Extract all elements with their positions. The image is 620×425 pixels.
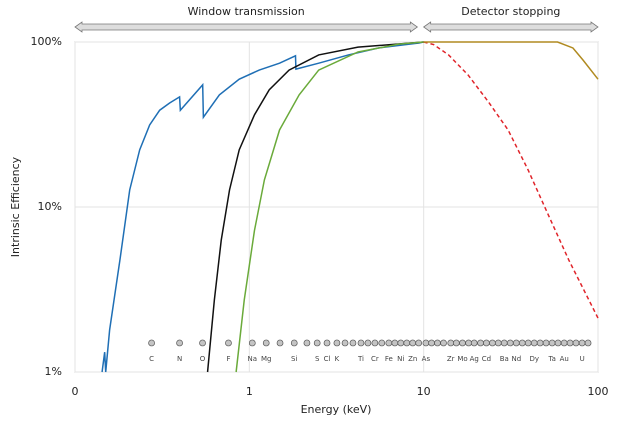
element-marker — [397, 339, 405, 347]
element-label: Si — [291, 355, 297, 363]
series-line — [206, 41, 424, 373]
element-marker — [578, 339, 586, 347]
element-marker — [313, 339, 321, 347]
element-label: Ag — [470, 355, 479, 363]
series-line — [423, 41, 599, 319]
element-label: Ti — [357, 355, 364, 363]
element-marker — [524, 339, 532, 347]
element-marker — [584, 339, 592, 347]
element-label: O — [200, 355, 206, 363]
element-marker — [512, 339, 520, 347]
x-tick-label: 1 — [246, 385, 253, 398]
x-tick-label: 100 — [588, 385, 609, 398]
x-tick-label: 0 — [72, 385, 79, 398]
element-label: Zr — [447, 355, 455, 363]
element-marker — [176, 339, 183, 347]
element-marker — [477, 339, 484, 347]
element-marker — [542, 339, 550, 347]
element-label: F — [226, 355, 230, 363]
y-axis-title: Intrinsic Efficiency — [9, 156, 22, 257]
element-marker — [415, 339, 423, 347]
element-marker — [385, 339, 393, 347]
y-tick-label: 100% — [31, 35, 62, 48]
element-label: Dy — [530, 355, 540, 363]
element-marker — [199, 339, 206, 347]
element-label: Ba — [500, 355, 509, 363]
element-label: Nd — [511, 355, 521, 363]
element-marker — [276, 339, 284, 347]
annotation: Detector stopping — [461, 5, 560, 18]
element-marker — [572, 339, 580, 347]
element-marker — [323, 339, 331, 347]
element-label: Au — [560, 355, 569, 363]
range-arrow — [422, 21, 599, 33]
element-marker — [530, 339, 538, 347]
element-label: C — [149, 355, 154, 363]
series-line — [235, 41, 424, 373]
element-label: Mg — [261, 355, 271, 363]
element-marker — [428, 339, 435, 347]
element-marker — [440, 339, 447, 347]
element-label: K — [335, 355, 340, 363]
element-marker — [371, 339, 379, 347]
element-marker — [403, 339, 411, 347]
element-marker — [422, 339, 430, 347]
element-marker — [248, 339, 256, 347]
y-tick-label: 1% — [45, 365, 62, 378]
series-line — [101, 41, 424, 373]
element-marker — [506, 339, 514, 347]
element-marker — [349, 339, 357, 347]
element-marker — [560, 339, 568, 347]
element-marker — [548, 339, 556, 347]
element-marker — [494, 339, 502, 347]
element-marker — [518, 339, 526, 347]
element-label: Cd — [482, 355, 491, 363]
element-marker — [459, 339, 466, 347]
element-marker — [536, 339, 544, 347]
element-marker — [483, 339, 490, 347]
element-marker — [364, 339, 372, 347]
element-label: Cr — [371, 355, 379, 363]
element-label: Fe — [385, 355, 393, 363]
element-marker — [303, 339, 311, 347]
element-label: Ta — [547, 355, 555, 363]
element-marker — [148, 339, 155, 347]
element-marker — [357, 339, 365, 347]
element-marker — [470, 339, 478, 347]
x-axis-title: Energy (keV) — [301, 403, 372, 416]
element-label: Mo — [457, 355, 467, 363]
element-marker — [391, 339, 399, 347]
element-marker — [290, 339, 298, 347]
element-marker — [566, 339, 574, 347]
series-line — [423, 41, 599, 80]
x-tick-label: 10 — [417, 385, 431, 398]
element-marker — [434, 339, 441, 347]
element-label: Na — [248, 355, 258, 363]
element-marker — [554, 339, 562, 347]
element-marker — [489, 339, 496, 347]
y-tick-label: 10% — [38, 200, 62, 213]
element-marker — [447, 339, 455, 347]
annotation: Window transmission — [188, 5, 305, 18]
element-label: N — [177, 355, 182, 363]
element-marker — [465, 339, 472, 347]
element-marker — [341, 339, 349, 347]
element-label: Zn — [408, 355, 417, 363]
element-marker — [500, 339, 508, 347]
range-arrow — [74, 21, 419, 33]
element-marker — [333, 339, 341, 347]
element-label: Cl — [324, 355, 331, 363]
element-marker — [453, 339, 460, 347]
element-marker — [378, 339, 386, 347]
element-label: S — [315, 355, 320, 363]
element-marker — [225, 339, 232, 347]
element-label: Ni — [397, 355, 404, 363]
element-marker — [262, 339, 270, 347]
element-marker — [409, 339, 417, 347]
element-label: As — [422, 355, 431, 363]
element-label: U — [580, 355, 585, 363]
